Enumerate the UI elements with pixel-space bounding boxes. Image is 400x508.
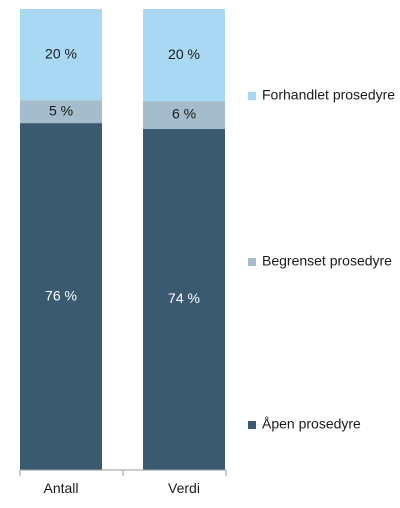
bar-segment xyxy=(143,9,225,102)
bar-data-label: 6 % xyxy=(172,106,196,122)
bar-data-label: 76 % xyxy=(45,287,77,303)
bar-segment xyxy=(143,101,225,129)
legend-swatch xyxy=(248,92,256,100)
bar-segment xyxy=(143,128,225,471)
legend-label: Forhandlet prosedyre xyxy=(262,87,395,103)
x-tick-label-antall: Antall xyxy=(43,480,78,496)
bar-segment xyxy=(20,123,102,470)
bar-data-label: 5 % xyxy=(49,102,73,118)
x-tick-label-verdi: Verdi xyxy=(168,480,200,496)
bar-data-label: 74 % xyxy=(168,290,200,306)
legend-label: Åpen prosedyre xyxy=(262,416,361,432)
legend-swatch xyxy=(248,421,256,429)
legend: Åpen prosedyre Begrenset prosedyre Forhand… xyxy=(248,87,395,432)
bar-data-label: 20 % xyxy=(45,45,77,61)
bars-group xyxy=(20,9,225,471)
bar-segment xyxy=(20,9,102,101)
bar-data-label: 20 % xyxy=(168,46,200,62)
bar-segment xyxy=(20,100,102,124)
legend-swatch xyxy=(248,258,256,266)
legend-label: Begrenset prosedyre xyxy=(262,253,392,269)
segment-labels-group: 76 % 5 % 20 % 74 % 6 % 20 % xyxy=(45,45,200,306)
